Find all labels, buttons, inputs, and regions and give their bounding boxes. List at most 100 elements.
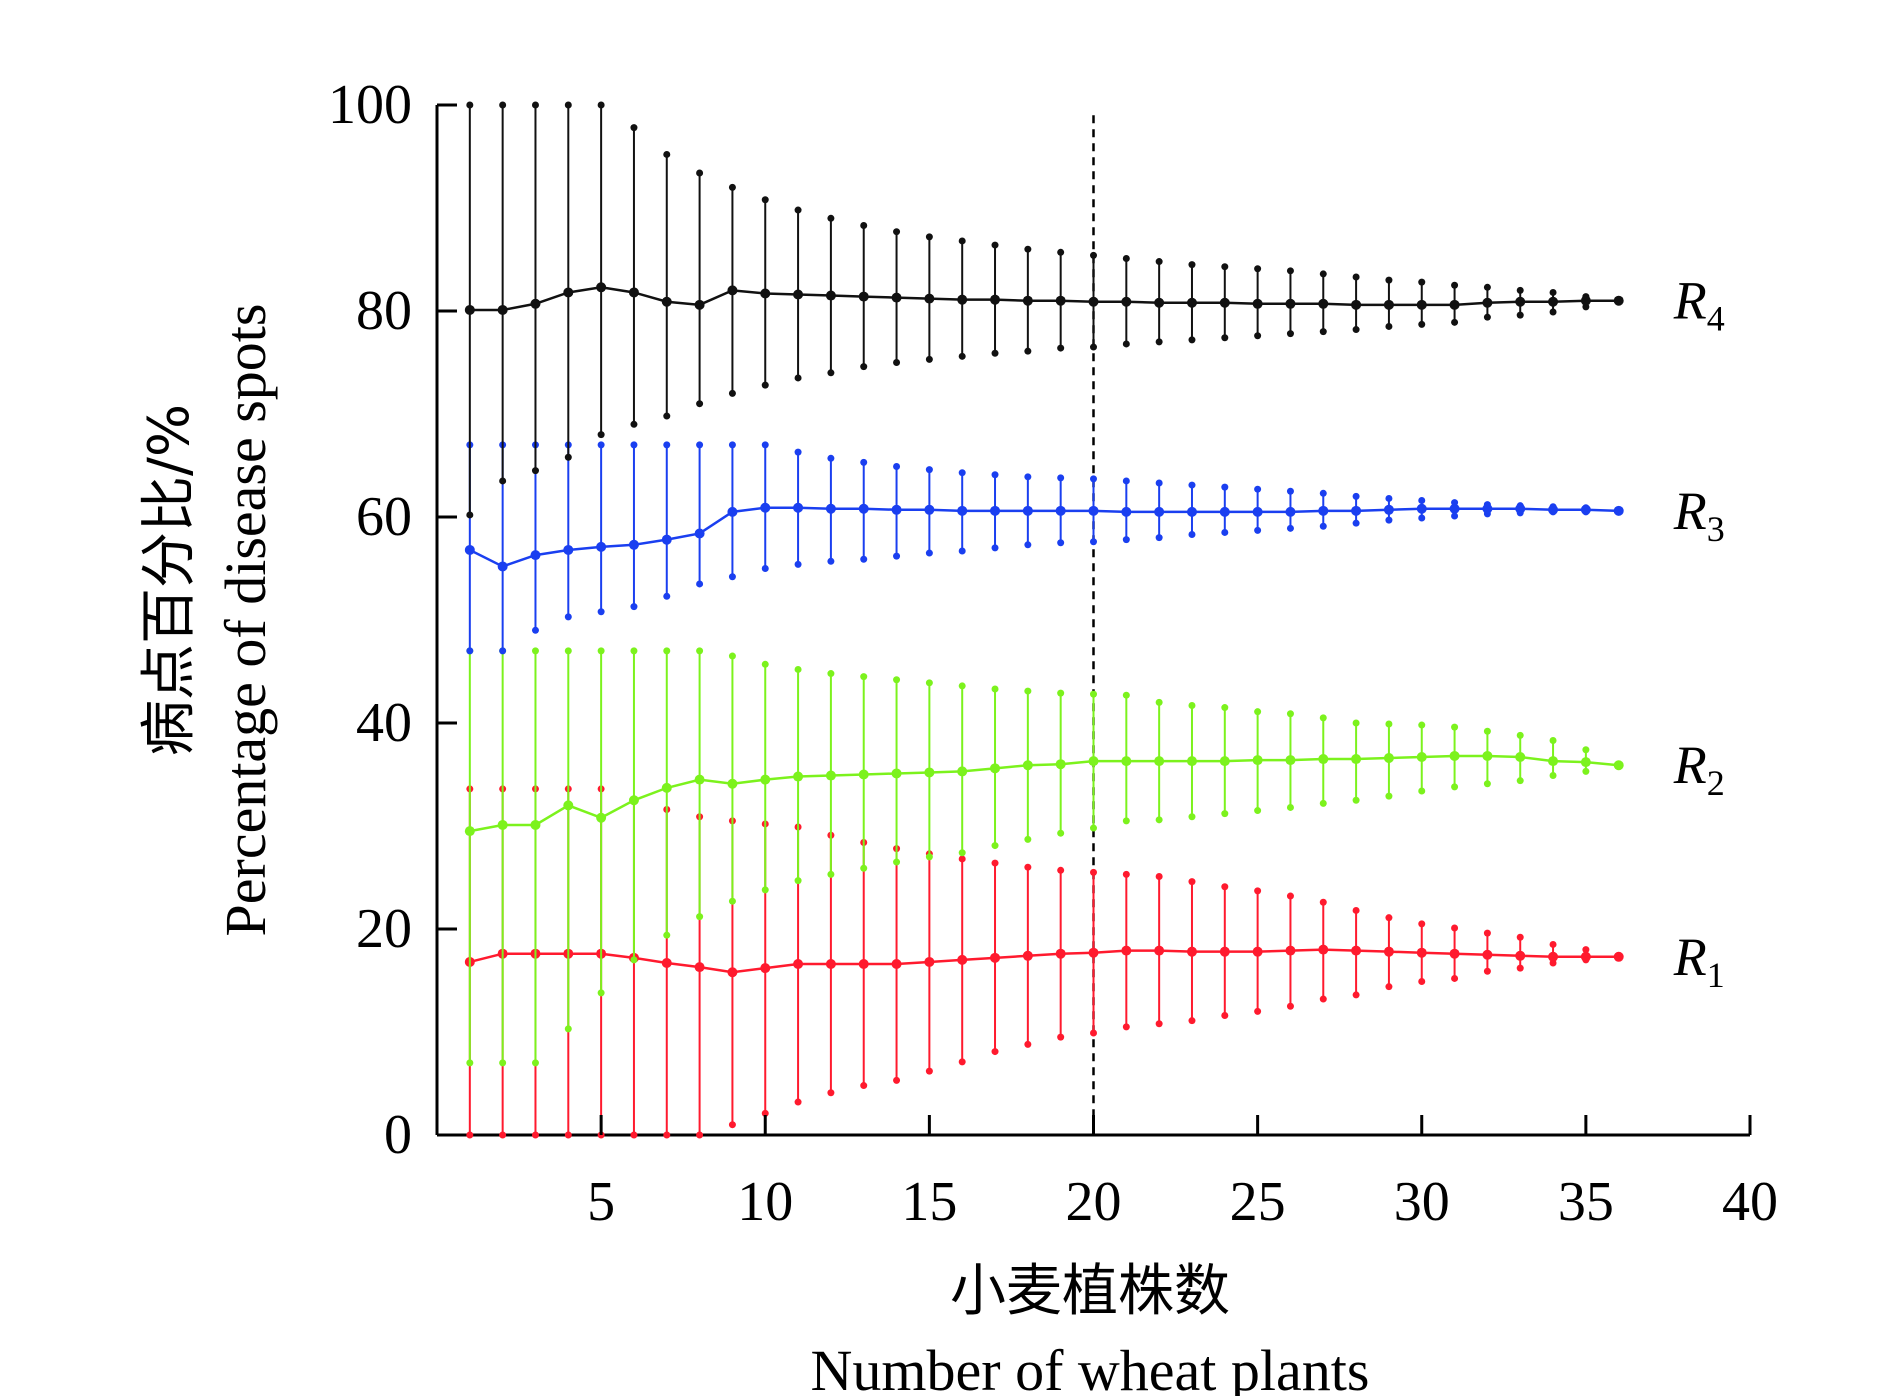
error-cap-lower [958,1058,966,1066]
mean-point [1548,296,1559,307]
mean-point [1285,506,1296,517]
error-cap-upper [1451,723,1459,731]
error-cap-lower [564,1131,572,1139]
mean-point [825,503,836,514]
mean-point [497,561,508,572]
error-cap-lower [696,580,704,588]
error-cap-lower [1286,330,1294,338]
error-cap-lower [1090,343,1097,351]
error-cap-lower [597,608,605,616]
error-cap-lower [564,1025,572,1033]
mean-point [825,770,836,781]
error-cap-upper [1024,245,1032,253]
mean-point [924,504,935,515]
error-cap-lower [1122,536,1130,544]
error-cap-lower [1483,967,1491,975]
mean-point [891,959,902,970]
error-cap-upper [925,233,933,241]
mean-point [1055,295,1066,306]
mean-point [464,544,475,555]
error-cap-lower [1090,538,1097,546]
mean-point [628,539,639,550]
error-cap-upper [1549,288,1557,296]
error-cap-upper [958,682,966,690]
error-cap-lower [1122,817,1130,825]
mean-point [1022,760,1033,771]
series-line [469,286,1619,312]
mean-point [825,959,836,970]
mean-point [1121,756,1132,767]
mean-point [760,963,771,974]
mean-point [661,957,672,968]
mean-point [694,299,705,310]
mean-point [1416,503,1427,514]
mean-point [596,541,607,552]
error-cap-upper [696,647,704,655]
y-tick-label: 40 [356,692,412,754]
y-axis-title-zh: 病点百分比/% [137,404,202,756]
error-cap-upper [499,101,507,109]
ticks-group: 5 10 15 20 25 30 35 40 0 20 40 60 80 100 [328,74,1778,1233]
mean-point [1219,756,1230,767]
error-cap-lower [1549,772,1557,780]
mean-point [793,502,804,513]
mean-point [891,768,902,779]
mean-point [858,959,869,970]
mean-point [1186,506,1197,517]
error-cap-upper [1483,283,1491,291]
series-r4: R4 [464,101,1725,519]
error-cap-lower [1254,807,1262,815]
error-cap-lower [958,849,966,857]
error-cap-lower [1516,777,1524,785]
error-cap-lower [1451,318,1459,326]
y-tick-label: 0 [384,1104,412,1166]
error-cap-upper [1254,485,1262,493]
error-cap-upper [1286,892,1294,900]
mean-point [1515,503,1526,514]
mean-point [1515,296,1526,307]
mean-point [760,774,771,785]
mean-point [661,534,672,545]
error-cap-lower [1451,512,1459,520]
error-cap-upper [1549,737,1557,745]
y-tick-label: 60 [356,486,412,548]
x-tick-label: 30 [1394,1171,1450,1233]
mean-point [497,304,508,315]
error-cap-lower [1024,347,1032,355]
error-cap-lower [1254,526,1262,534]
error-cap-lower [728,389,736,397]
error-cap-upper [991,471,999,479]
error-cap-upper [1286,710,1294,718]
error-cap-upper [1024,863,1032,871]
series-label: R1 [1673,927,1725,995]
error-cap-upper [1418,497,1426,505]
mean-point [1219,297,1230,308]
error-cap-lower [1221,528,1229,536]
error-cap-lower [1286,1002,1294,1010]
y-axis-title-en: Percentage of disease spots [213,304,278,937]
error-cap-lower [630,1131,638,1139]
error-cap-upper [531,647,539,655]
error-cap-lower [1155,816,1163,824]
mean-point [760,288,771,299]
error-cap-lower [466,1059,474,1067]
error-cap-upper [1122,254,1130,262]
error-cap-upper [893,228,901,236]
error-cap-upper [1451,924,1459,932]
error-cap-upper [630,647,638,655]
mean-point [1449,503,1460,514]
error-cap-lower [1451,974,1459,982]
x-tick-label: 5 [587,1171,615,1233]
error-cap-lower [761,886,769,894]
mean-point [1548,504,1559,515]
error-cap-lower [1582,767,1590,775]
error-cap-upper [1516,731,1524,739]
error-cap-upper [1516,933,1524,941]
series-label: R2 [1673,735,1725,803]
mean-point [1154,297,1165,308]
error-cap-upper [696,441,704,449]
error-cap-upper [1286,487,1294,495]
error-cap-lower [597,989,605,997]
mean-point [464,304,475,315]
